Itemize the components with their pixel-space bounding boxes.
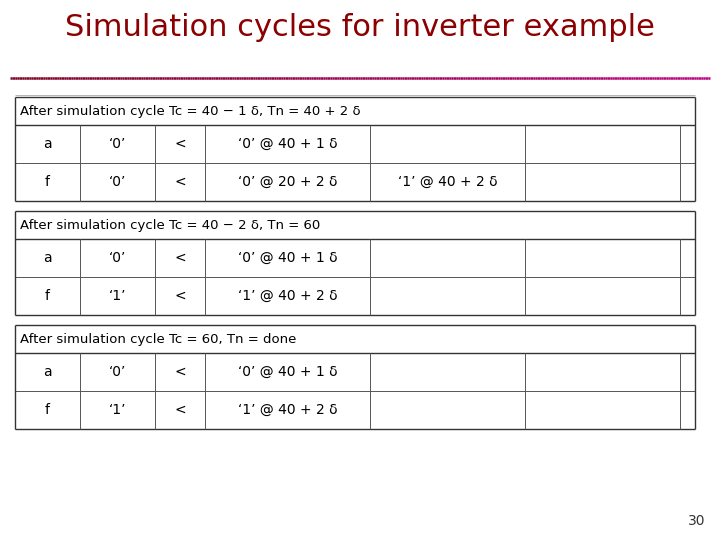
Text: a: a — [43, 251, 52, 265]
Text: <: < — [174, 251, 186, 265]
Text: ‘0’: ‘0’ — [109, 365, 126, 379]
Text: <: < — [174, 365, 186, 379]
Text: Simulation cycles for inverter example: Simulation cycles for inverter example — [65, 13, 655, 42]
Text: f: f — [45, 403, 50, 417]
Text: <: < — [174, 289, 186, 303]
Text: ‘1’ @ 40 + 2 δ: ‘1’ @ 40 + 2 δ — [397, 175, 498, 189]
Text: a: a — [43, 365, 52, 379]
Text: ‘1’: ‘1’ — [109, 403, 126, 417]
Text: After simulation cycle Tc = 40 − 1 δ, Tn = 40 + 2 δ: After simulation cycle Tc = 40 − 1 δ, Tn… — [20, 105, 361, 118]
Text: ‘1’ @ 40 + 2 δ: ‘1’ @ 40 + 2 δ — [238, 289, 337, 303]
Text: ‘1’: ‘1’ — [109, 289, 126, 303]
Text: ‘0’ @ 40 + 1 δ: ‘0’ @ 40 + 1 δ — [238, 365, 337, 379]
Text: <: < — [174, 403, 186, 417]
Text: 30: 30 — [688, 514, 705, 528]
Text: ‘0’ @ 40 + 1 δ: ‘0’ @ 40 + 1 δ — [238, 137, 337, 151]
Text: ‘1’ @ 40 + 2 δ: ‘1’ @ 40 + 2 δ — [238, 403, 337, 417]
Text: <: < — [174, 137, 186, 151]
Text: ‘0’ @ 40 + 1 δ: ‘0’ @ 40 + 1 δ — [238, 251, 337, 265]
Text: After simulation cycle Tc = 60, Tn = done: After simulation cycle Tc = 60, Tn = don… — [20, 333, 297, 346]
Text: a: a — [43, 137, 52, 151]
Text: ‘0’: ‘0’ — [109, 137, 126, 151]
Text: ‘0’: ‘0’ — [109, 251, 126, 265]
Text: f: f — [45, 175, 50, 189]
Text: ‘0’: ‘0’ — [109, 175, 126, 189]
Text: After simulation cycle Tc = 40 − 2 δ, Tn = 60: After simulation cycle Tc = 40 − 2 δ, Tn… — [20, 219, 320, 232]
Text: f: f — [45, 289, 50, 303]
Text: ‘0’ @ 20 + 2 δ: ‘0’ @ 20 + 2 δ — [238, 175, 337, 189]
Text: <: < — [174, 175, 186, 189]
